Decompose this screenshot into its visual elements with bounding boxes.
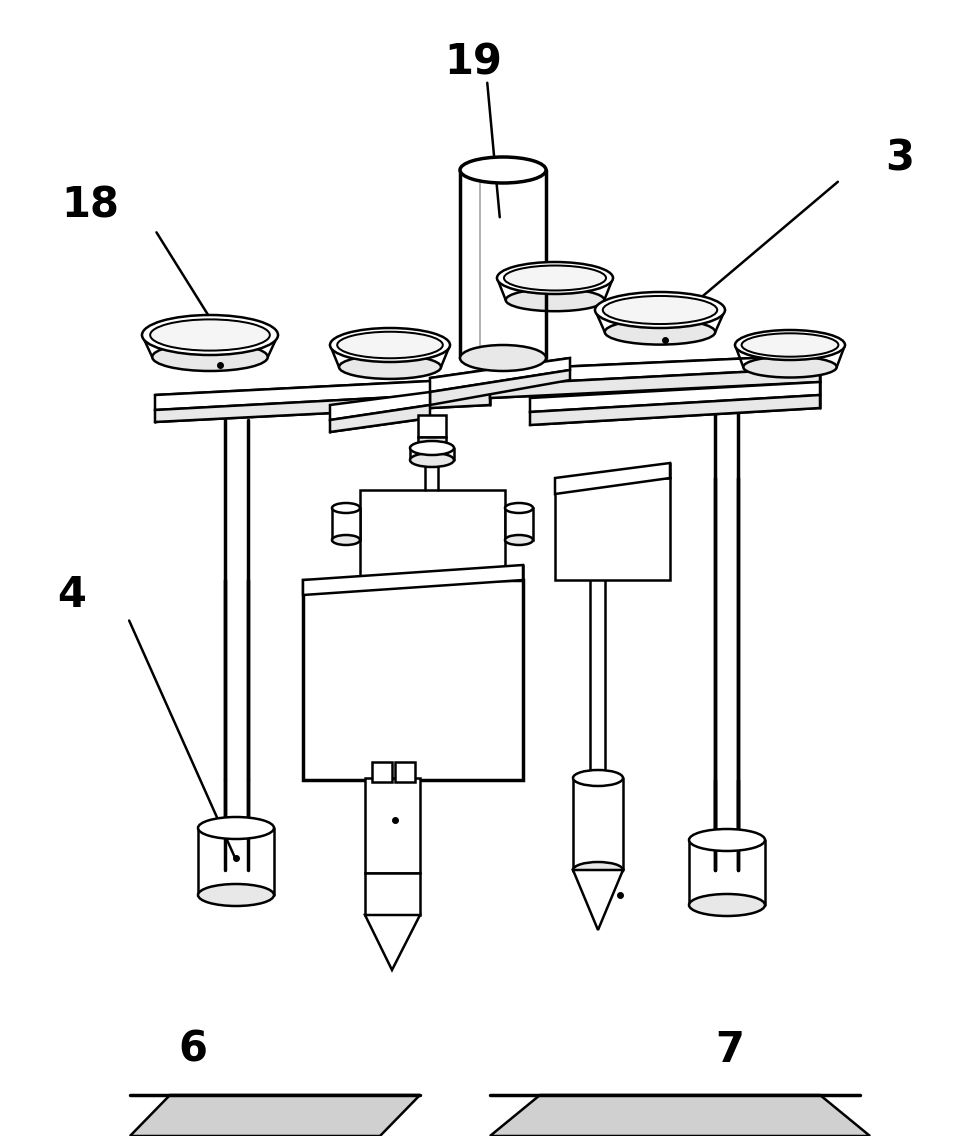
Polygon shape xyxy=(490,356,820,385)
Ellipse shape xyxy=(742,333,839,357)
Polygon shape xyxy=(530,382,820,412)
Ellipse shape xyxy=(198,817,274,840)
Ellipse shape xyxy=(460,157,546,183)
Text: 6: 6 xyxy=(178,1029,207,1071)
Polygon shape xyxy=(430,358,570,392)
Ellipse shape xyxy=(150,319,270,351)
Bar xyxy=(395,762,415,782)
Text: 7: 7 xyxy=(716,1029,744,1071)
Ellipse shape xyxy=(573,770,623,786)
Ellipse shape xyxy=(595,292,725,328)
Polygon shape xyxy=(365,872,420,914)
Polygon shape xyxy=(303,565,523,595)
Polygon shape xyxy=(130,1095,420,1136)
Ellipse shape xyxy=(505,503,533,513)
Polygon shape xyxy=(330,406,430,432)
Bar xyxy=(372,762,392,782)
Ellipse shape xyxy=(198,884,274,907)
Ellipse shape xyxy=(689,829,765,851)
Bar xyxy=(332,508,360,540)
Polygon shape xyxy=(573,870,623,930)
Ellipse shape xyxy=(497,262,613,294)
Bar xyxy=(505,508,533,540)
Ellipse shape xyxy=(504,266,606,291)
Polygon shape xyxy=(365,914,420,970)
Polygon shape xyxy=(530,395,820,425)
Ellipse shape xyxy=(332,535,360,545)
Ellipse shape xyxy=(410,441,454,456)
Text: 19: 19 xyxy=(444,41,502,83)
Ellipse shape xyxy=(152,343,268,371)
Ellipse shape xyxy=(339,356,441,379)
Ellipse shape xyxy=(337,332,443,358)
Polygon shape xyxy=(490,1095,870,1136)
Text: 3: 3 xyxy=(886,137,915,179)
Ellipse shape xyxy=(689,894,765,916)
Ellipse shape xyxy=(332,503,360,513)
Ellipse shape xyxy=(505,535,533,545)
Ellipse shape xyxy=(743,357,837,377)
Ellipse shape xyxy=(735,329,845,360)
Polygon shape xyxy=(430,370,570,406)
Ellipse shape xyxy=(506,289,605,311)
Polygon shape xyxy=(155,378,490,410)
Text: 4: 4 xyxy=(58,574,87,616)
Bar xyxy=(365,778,420,872)
Bar xyxy=(303,580,523,780)
Bar xyxy=(360,490,505,580)
Ellipse shape xyxy=(573,862,623,878)
Ellipse shape xyxy=(142,315,278,356)
Bar xyxy=(555,478,670,580)
Ellipse shape xyxy=(330,328,450,362)
Bar xyxy=(418,415,446,437)
Ellipse shape xyxy=(605,319,716,344)
Polygon shape xyxy=(155,392,490,421)
Ellipse shape xyxy=(603,296,717,324)
Text: 18: 18 xyxy=(61,184,119,226)
Ellipse shape xyxy=(410,453,454,467)
Ellipse shape xyxy=(460,345,546,371)
Polygon shape xyxy=(330,392,430,420)
Polygon shape xyxy=(555,463,670,494)
Polygon shape xyxy=(490,368,820,398)
Bar xyxy=(418,437,446,452)
